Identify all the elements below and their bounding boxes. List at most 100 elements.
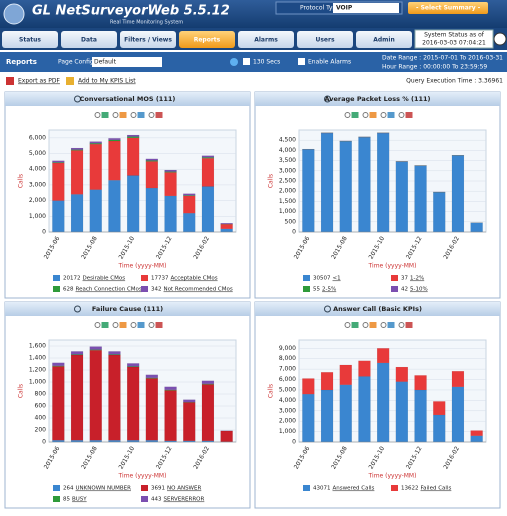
chart-type-radio[interactable]: [131, 323, 136, 328]
chart-type-radio[interactable]: [95, 323, 100, 328]
chart-type-radio[interactable]: [149, 113, 154, 118]
chart-type-icon[interactable]: [102, 112, 109, 118]
legend-label[interactable]: Acceptable CMos: [171, 276, 218, 282]
bar-segment: [52, 363, 64, 366]
bar-segment: [471, 223, 483, 232]
refresh-checkbox[interactable]: [243, 58, 250, 65]
chart-type-icon[interactable]: [156, 112, 163, 118]
legend-swatch: [141, 275, 148, 281]
tab-label[interactable]: Admin: [373, 37, 395, 44]
chart-type-radio[interactable]: [363, 113, 368, 118]
bar-segment: [71, 351, 83, 354]
chart-type-icon[interactable]: [120, 322, 127, 328]
legend-label[interactable]: BUSY: [72, 497, 87, 503]
y-tick-label: 1,000: [279, 208, 296, 215]
tab-label[interactable]: Users: [315, 37, 334, 44]
chart-type-icon[interactable]: [102, 322, 109, 328]
legend-label[interactable]: SERVERERROR: [164, 497, 205, 503]
chart-type-radio[interactable]: [345, 113, 350, 118]
chart-type-icon[interactable]: [352, 112, 359, 118]
chart-type-radio[interactable]: [363, 323, 368, 328]
y-tick-label: 1,000: [279, 428, 296, 435]
bar-segment: [221, 229, 233, 232]
tab-label[interactable]: Alarms: [254, 37, 278, 44]
chart-type-icon[interactable]: [406, 322, 413, 328]
y-tick-label: 800: [35, 391, 47, 398]
y-tick-label: 1,600: [29, 343, 46, 350]
legend-label[interactable]: NO ANSWER: [167, 486, 201, 492]
chart-type-radio[interactable]: [381, 113, 386, 118]
legend-label[interactable]: <1: [333, 276, 341, 282]
chart-type-radio[interactable]: [113, 323, 118, 328]
legend-label[interactable]: Desirable CMos: [83, 276, 126, 282]
y-tick-label: 9,000: [279, 345, 296, 352]
x-axis-title: Time (yyyy-MM): [368, 263, 417, 270]
summary-label[interactable]: - Select Summary -: [416, 5, 481, 12]
chart-type-radio[interactable]: [345, 323, 350, 328]
bar-segment: [377, 348, 389, 363]
legend-swatch: [53, 275, 60, 281]
chart-type-icon[interactable]: [370, 322, 377, 328]
chart-type-icon[interactable]: [370, 112, 377, 118]
bar-segment: [127, 138, 139, 176]
bar-segment: [165, 196, 177, 232]
legend-label[interactable]: 1-2%: [410, 276, 424, 282]
legend-count: 628: [63, 287, 74, 293]
close-button[interactable]: [494, 33, 506, 45]
chart-type-radio[interactable]: [399, 113, 404, 118]
kpi-icon[interactable]: [66, 77, 74, 85]
x-axis-title: Time (yyyy-MM): [118, 473, 167, 480]
add-kpi-link[interactable]: Add to My KPIS List: [78, 78, 136, 85]
chart-type-radio[interactable]: [381, 323, 386, 328]
bar-segment: [396, 367, 408, 382]
legend-label[interactable]: Failed Calls: [421, 486, 452, 492]
legend-label[interactable]: 2-5%: [322, 287, 336, 293]
y-tick-label: 5,000: [29, 150, 46, 157]
chart-type-icon[interactable]: [352, 322, 359, 328]
chart-type-icon[interactable]: [388, 112, 395, 118]
legend-label[interactable]: UNKNOWN NUMBER: [76, 486, 132, 492]
y-tick-label: 2,000: [279, 418, 296, 425]
x-axis-title: Time (yyyy-MM): [118, 263, 167, 270]
chart-type-radio[interactable]: [399, 323, 404, 328]
legend-label[interactable]: Answered Calls: [333, 486, 375, 492]
pdf-icon[interactable]: [6, 77, 14, 85]
chart-type-icon[interactable]: [156, 322, 163, 328]
y-tick-label: 0: [292, 229, 296, 236]
chart-type-icon[interactable]: [138, 112, 145, 118]
chart-type-radio[interactable]: [131, 113, 136, 118]
legend-label[interactable]: 5-10%: [410, 287, 428, 293]
chart-type-icon[interactable]: [138, 322, 145, 328]
chart-title: Failure Cause (111): [92, 305, 163, 313]
legend-swatch: [391, 485, 398, 491]
app-subtitle: Real Time Monitoring System: [110, 20, 183, 26]
tab-label[interactable]: Filters / Views: [124, 37, 172, 44]
legend-label[interactable]: Not Recommended CMos: [164, 287, 233, 293]
refresh-icon[interactable]: [230, 58, 238, 66]
tab-label[interactable]: Reports: [194, 37, 221, 44]
chart-title: Conversational MOS (111): [80, 95, 176, 103]
protocol-value[interactable]: VOIP: [336, 5, 353, 12]
chart-type-radio[interactable]: [149, 323, 154, 328]
tab-label[interactable]: Data: [81, 37, 97, 44]
chart-type-icon[interactable]: [120, 112, 127, 118]
alarms-checkbox[interactable]: [298, 58, 305, 65]
bar-segment: [321, 390, 333, 442]
chart-type-radio[interactable]: [95, 113, 100, 118]
alarms-label: Enable Alarms: [308, 59, 351, 66]
bar-segment: [452, 156, 464, 233]
bar-segment: [202, 384, 214, 440]
chart-type-icon[interactable]: [406, 112, 413, 118]
chart-type-radio[interactable]: [113, 113, 118, 118]
tab-label[interactable]: Status: [19, 37, 41, 44]
chart-type-icon[interactable]: [388, 322, 395, 328]
legend-label[interactable]: Reach Connection CMos: [76, 287, 142, 293]
bar-segment: [183, 402, 195, 440]
legend-count: 55: [313, 287, 320, 293]
legend-swatch: [303, 286, 310, 292]
page-config-value[interactable]: Default: [94, 59, 117, 66]
bar-segment: [52, 366, 64, 440]
export-link[interactable]: Export as PDF: [18, 78, 60, 85]
